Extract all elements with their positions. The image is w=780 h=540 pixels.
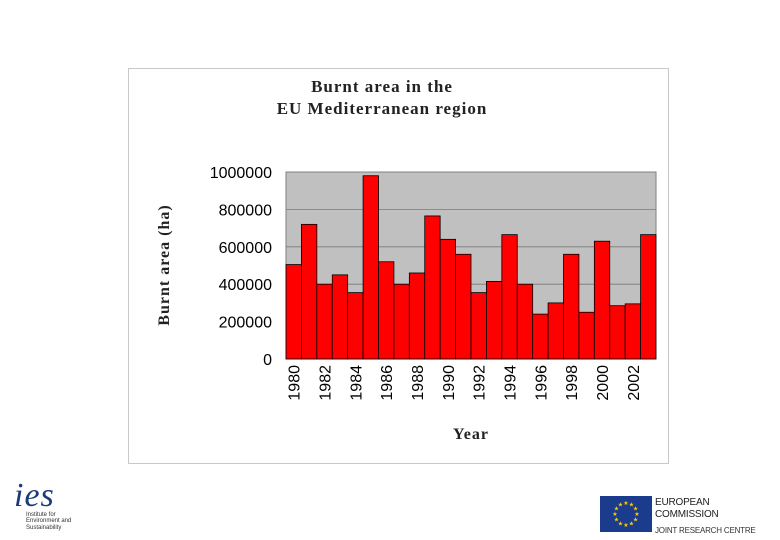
- x-tick-label: 1998: [564, 365, 581, 401]
- x-tick-label: 1992: [472, 365, 489, 401]
- ec-logo: ★ ★ ★ ★ ★ ★ ★ ★ ★ ★ ★ ★ EUROPEAN COMMISSION JOINT R…: [600, 496, 772, 535]
- eu-star-icon: ★: [623, 522, 628, 529]
- bar-1989: [424, 215, 441, 360]
- eu-flag-icon: ★ ★ ★ ★ ★ ★ ★ ★ ★ ★ ★ ★: [600, 496, 652, 532]
- eu-star-icon: ★: [634, 511, 639, 518]
- eu-star-icon: ★: [614, 517, 619, 524]
- ies-name-line-2: Environment and: [26, 518, 72, 525]
- eu-stars-circle: ★★★★★★★★★ ★ ★★: [612, 500, 639, 529]
- x-tick-label: 2002: [626, 365, 643, 401]
- eu-star-icon: ★: [629, 501, 634, 508]
- ies-name-line-3: Sustainability: [26, 524, 62, 531]
- bar-1980: [285, 264, 302, 360]
- chart-title-line-2: EU Mediterranean region: [277, 99, 488, 118]
- eu-star-icon: ★: [618, 521, 623, 528]
- y-tick-label: 200000: [219, 315, 272, 332]
- bar-1982: [316, 283, 333, 360]
- y-tick-label: 0: [263, 352, 272, 369]
- bar-1988: [408, 272, 426, 360]
- y-tick-label: 400000: [219, 277, 272, 294]
- x-tick-label: 1982: [318, 365, 335, 401]
- ies-logo-lettering: ies: [14, 478, 55, 514]
- eu-star-icon: ★: [633, 506, 638, 513]
- ies-logo-mark: ies: [14, 478, 55, 514]
- y-axis-title: Burnt area (ha): [156, 204, 173, 325]
- bar-1994: [501, 234, 518, 360]
- bar-1998: [563, 253, 580, 360]
- burnt-area-bar-chart: Burnt area in the EU Mediterranean regio…: [156, 77, 657, 443]
- ies-logo: ies Institute for Environment and Sustai…: [12, 478, 92, 536]
- ies-name-line-1: Institute for: [26, 512, 56, 518]
- ec-name-line-1: EUROPEAN COMMISSION: [655, 497, 719, 520]
- eu-star-icon: ★: [612, 511, 617, 518]
- bar-1983: [331, 274, 349, 360]
- bar-1987: [393, 283, 410, 360]
- bar-2003: [640, 234, 657, 360]
- bar-1985: [362, 175, 379, 360]
- ies-institute-name: Institute for Environment and Sustainabi…: [26, 512, 92, 531]
- eu-star-icon: ★: [623, 500, 628, 507]
- y-tick-label: 800000: [219, 202, 272, 219]
- eu-star-icon: ★: [618, 501, 623, 508]
- x-tick-label: 1980: [287, 365, 304, 401]
- ec-name-line-2: JOINT RESEARCH CENTRE: [655, 526, 756, 535]
- bar-1995: [516, 283, 534, 360]
- bar-1986: [378, 261, 395, 360]
- bar-1990: [439, 238, 456, 360]
- eu-star-icon: ★: [633, 517, 638, 524]
- eu-star-icon: ★: [614, 506, 619, 513]
- x-tick-label: 1986: [379, 365, 396, 401]
- ec-name: EUROPEAN COMMISSION JOINT RESEARCH CENTR…: [655, 497, 772, 537]
- bar-1981: [301, 223, 318, 360]
- x-tick-label: 1990: [441, 365, 458, 401]
- y-tick-label: 600000: [219, 240, 272, 257]
- x-tick-label: 1984: [348, 365, 365, 401]
- bar-1984: [347, 292, 364, 360]
- bar-1997: [547, 302, 564, 360]
- chart-title-line-1: Burnt area in the: [311, 77, 453, 96]
- bar-1993: [486, 280, 503, 360]
- bar-1991: [455, 253, 472, 360]
- bar-1999: [578, 311, 595, 360]
- x-tick-label: 2000: [595, 365, 612, 401]
- eu-star-icon: ★: [629, 521, 634, 528]
- y-tick-label: 1000000: [210, 165, 272, 182]
- x-tick-label: 1988: [410, 365, 427, 401]
- bar-2001: [609, 305, 626, 360]
- chart-frame: Burnt area in the EU Mediterranean regio…: [128, 68, 669, 464]
- x-axis-title: Year: [453, 426, 489, 443]
- x-tick-label: 1996: [533, 365, 550, 401]
- bar-1996: [532, 313, 549, 360]
- bar-2000: [593, 240, 611, 360]
- bar-2002: [624, 303, 641, 360]
- bar-1992: [470, 292, 487, 360]
- x-tick-label: 1994: [503, 365, 520, 401]
